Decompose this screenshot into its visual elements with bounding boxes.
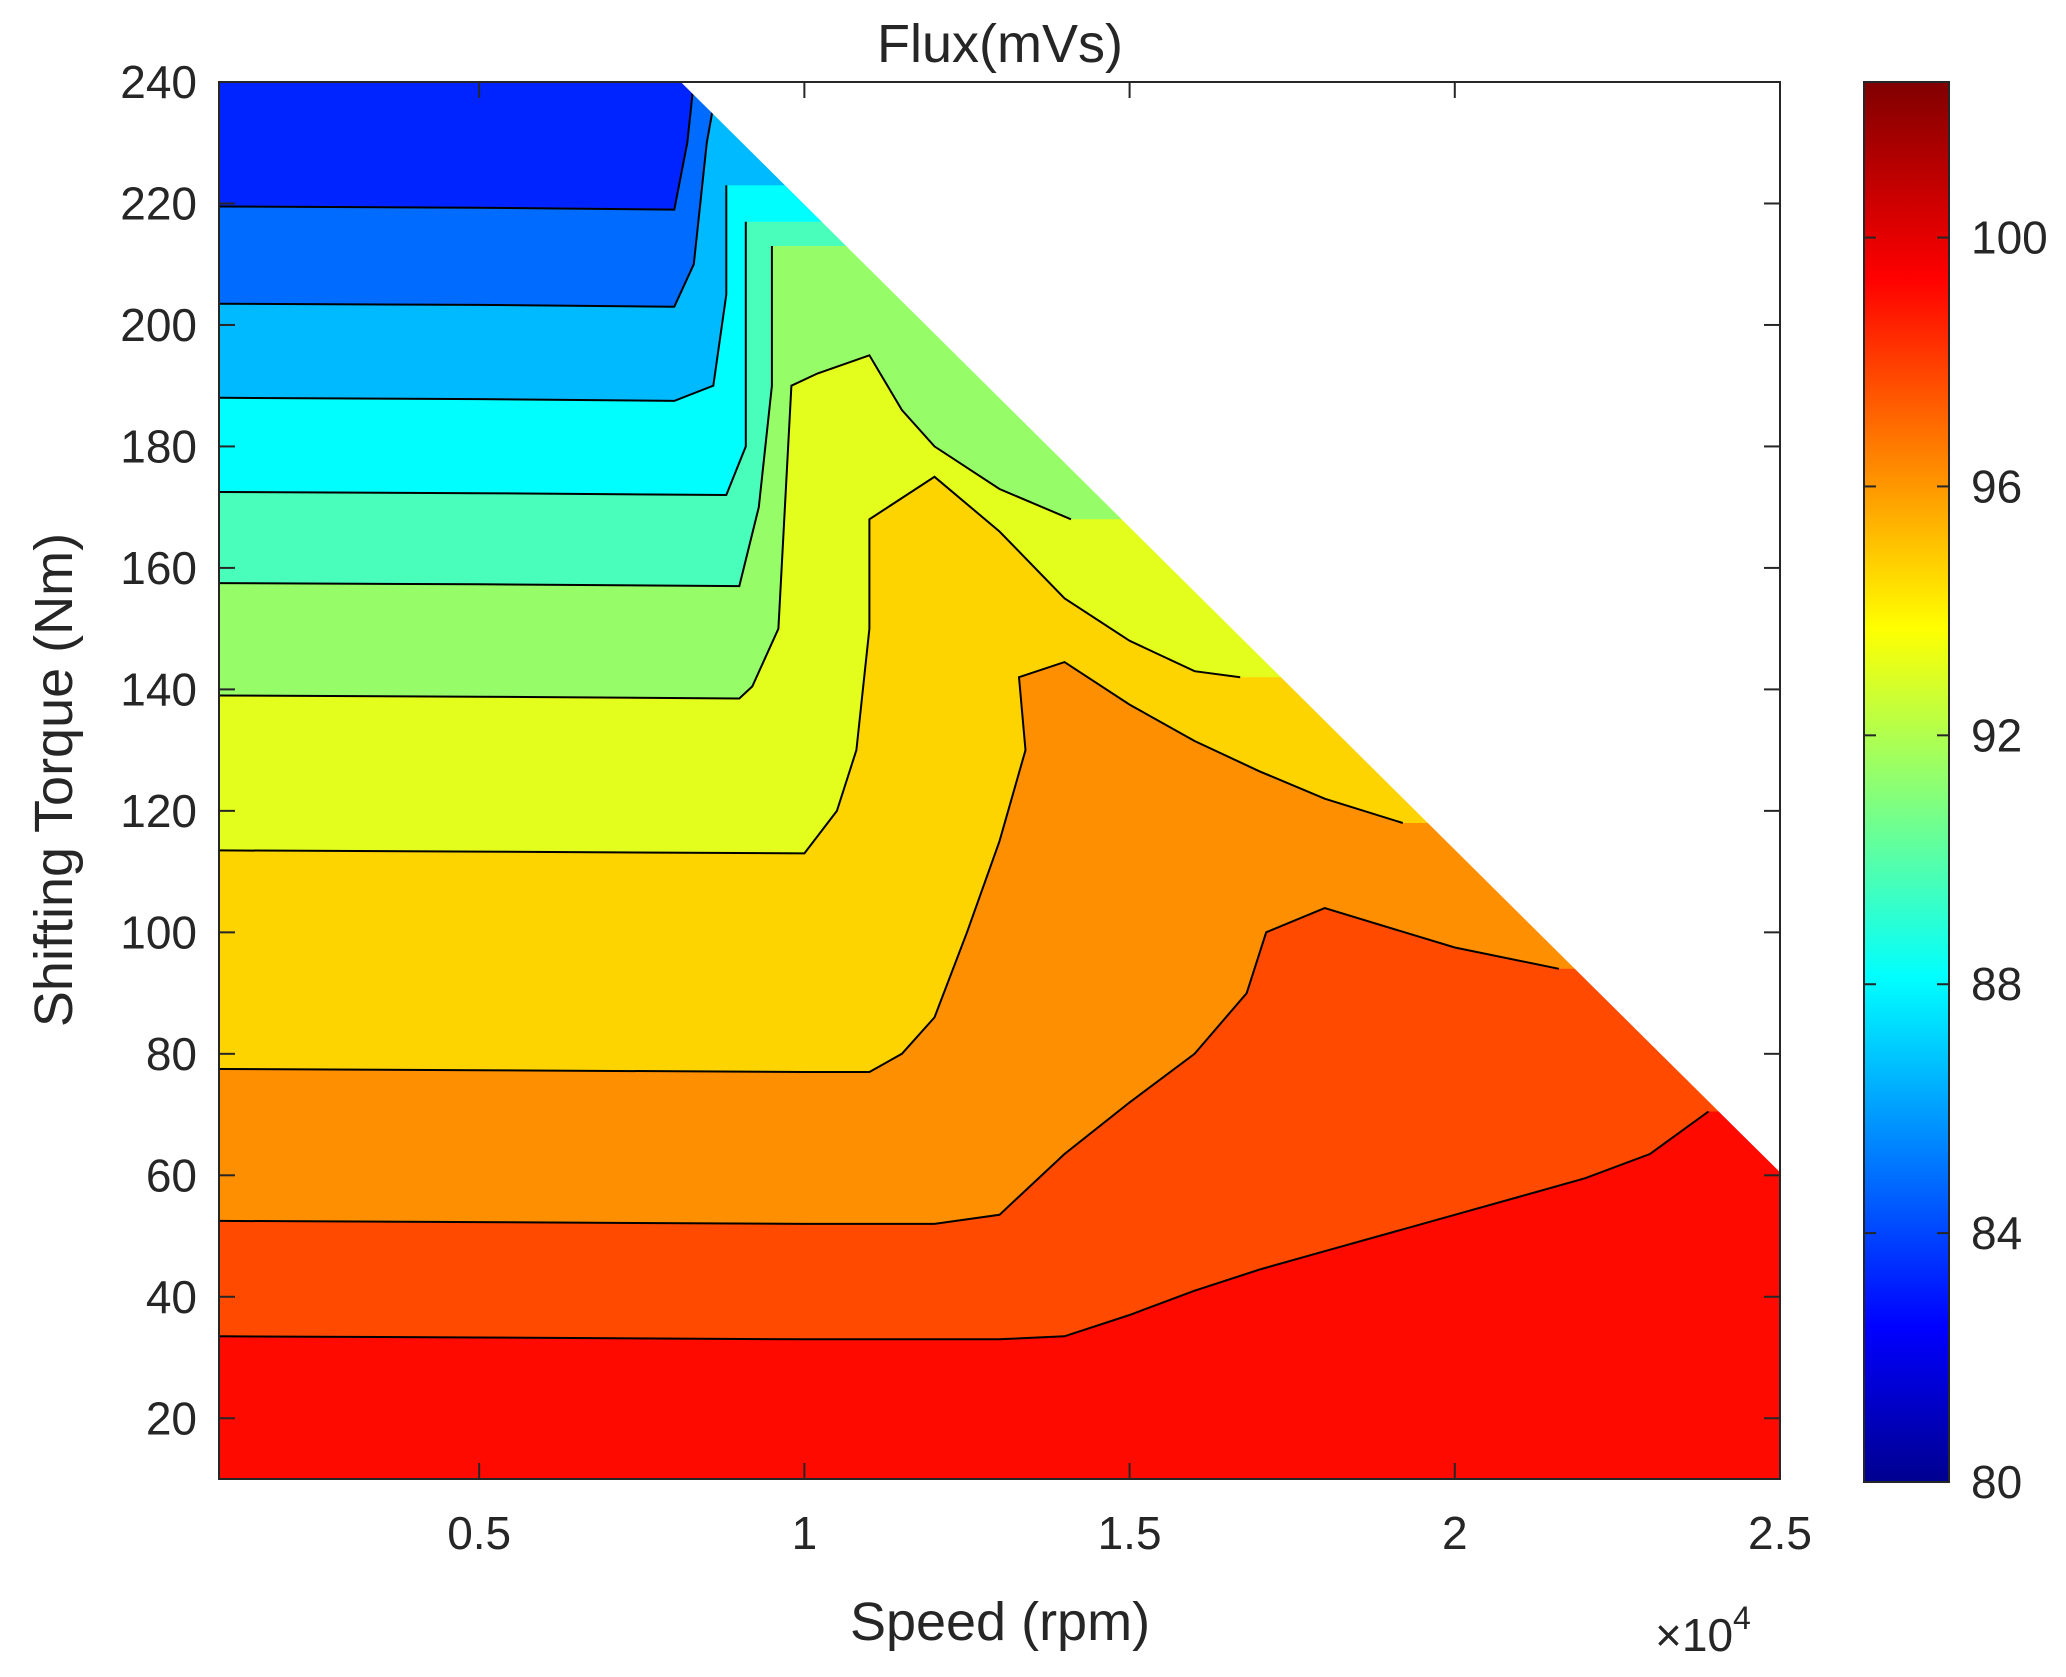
contour-line (219, 246, 773, 588)
contour-line (219, 475, 1241, 855)
contour-line (219, 185, 728, 402)
x-axis-exponent-power: 4 (1733, 1600, 1751, 1636)
x-axis-ticks: 0.5 1 1.5 2 2.5 (447, 82, 1812, 1559)
y-tick-label: 180 (120, 420, 197, 472)
colorbar-tick-label: 100 (1971, 212, 2048, 264)
y-tick-label: 100 (120, 906, 197, 958)
y-tick-label: 160 (120, 542, 197, 594)
colorbar: 80 84 88 92 96 100 (1863, 81, 2048, 1508)
y-tick-label: 220 (120, 177, 197, 229)
x-tick-label: 2 (1442, 1507, 1468, 1559)
x-axis-exponent: ×104 (1655, 1600, 1751, 1661)
colorbar-tick-label: 96 (1971, 460, 2022, 512)
contour-band (219, 82, 994, 210)
colorbar-ticks: 80 84 88 92 96 100 (1864, 212, 2048, 1508)
y-tick-label: 40 (146, 1271, 197, 1323)
y-tick-label: 20 (146, 1392, 197, 1444)
contour-line (219, 221, 747, 497)
contour-line (219, 82, 695, 211)
y-axis-ticks: 20 40 60 80 100 120 140 160 180 200 220 240 (120, 56, 1780, 1444)
x-axis-exponent-base: ×10 (1655, 1609, 1733, 1661)
colorbar-tick-label: 88 (1971, 958, 2022, 1010)
contour-line (219, 1110, 1710, 1341)
undefined-region-mask (680, 82, 1780, 1173)
contour-lines (219, 82, 1710, 1341)
contour-line (219, 907, 1560, 1225)
contour-line (219, 354, 1072, 700)
y-tick-label: 200 (120, 299, 197, 351)
y-tick-label: 80 (146, 1028, 197, 1080)
contour-line (219, 106, 715, 308)
colorbar-tick-label: 80 (1971, 1456, 2022, 1508)
colorbar-tick-label: 84 (1971, 1207, 2022, 1259)
y-tick-label: 120 (120, 785, 197, 837)
x-tick-label: 1 (792, 1507, 818, 1559)
x-axis-label: Speed (rpm) (850, 1592, 1150, 1652)
y-tick-label: 240 (120, 56, 197, 108)
y-axis-label: Shifting Torque (Nm) (24, 533, 84, 1027)
x-tick-label: 2.5 (1748, 1507, 1812, 1559)
colorbar-tick-label: 92 (1971, 709, 2022, 761)
plot-area (219, 82, 1780, 1479)
chart-title: Flux(mVs) (877, 14, 1123, 74)
colorbar-frame (1863, 81, 1950, 1483)
colorbar-fill (1864, 82, 1949, 1482)
y-tick-label: 140 (120, 663, 197, 715)
x-tick-label: 0.5 (447, 1507, 511, 1559)
y-tick-label: 60 (146, 1149, 197, 1201)
x-tick-label: 1.5 (1098, 1507, 1162, 1559)
axes-frame (218, 81, 1781, 1480)
contour-line (219, 660, 1404, 1073)
